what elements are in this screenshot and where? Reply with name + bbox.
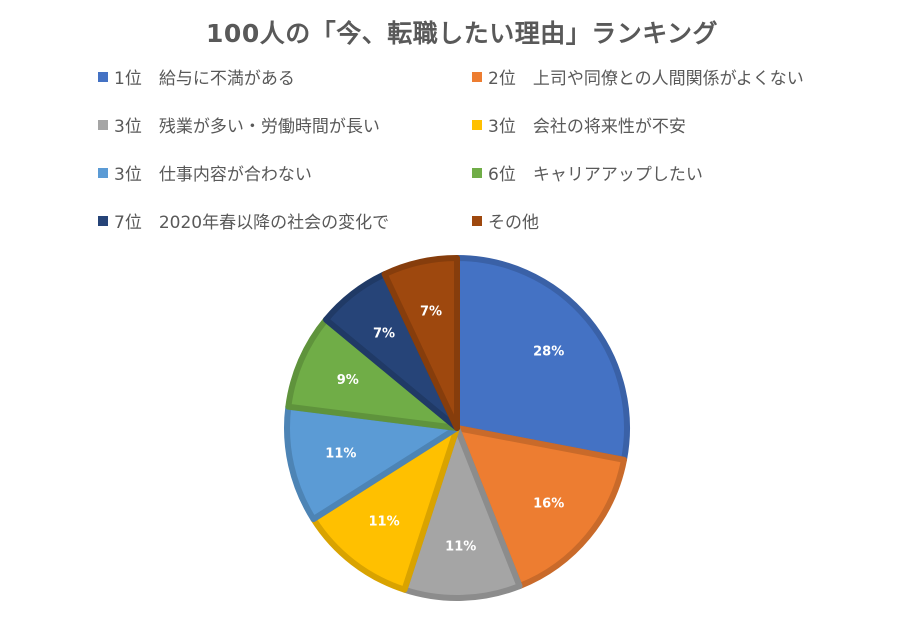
legend-label: 7位 2020年春以降の社会の変化で xyxy=(114,213,390,233)
legend-label: 3位 仕事内容が合わない xyxy=(114,165,312,185)
legend-item: 1位 給与に不満がある xyxy=(98,64,295,89)
legend-label: 6位 キャリアアップしたい xyxy=(488,165,703,185)
legend-item: 3位 残業が多い・労働時間が長い xyxy=(98,112,380,137)
legend-item: その他 xyxy=(472,208,539,233)
pie-data-label: 11% xyxy=(445,539,476,554)
legend-swatch xyxy=(472,167,482,178)
legend-label: その他 xyxy=(488,213,539,233)
legend-swatch xyxy=(472,215,482,226)
legend-item: 2位 上司や同僚との人間関係がよくない xyxy=(472,64,804,89)
pie-data-label: 16% xyxy=(533,496,564,511)
legend-label: 1位 給与に不満がある xyxy=(114,69,295,89)
chart-title: 100人の「今、転職したい理由」ランキング xyxy=(206,19,718,48)
pie-data-label: 11% xyxy=(369,515,400,530)
legend-label: 2位 上司や同僚との人間関係がよくない xyxy=(488,69,804,89)
pie-slice xyxy=(454,425,627,590)
pie-data-label: 7% xyxy=(420,304,442,319)
legend-item: 3位 仕事内容が合わない xyxy=(98,160,312,185)
legend-swatch xyxy=(472,71,482,82)
pie-slice xyxy=(284,403,460,523)
pie-data-label: 28% xyxy=(533,345,564,360)
legend-swatch xyxy=(98,167,108,178)
pie-data-labels: 28% 16% 11% 11% 11% 9% 7% 7% xyxy=(325,304,564,554)
pie-data-label: 7% xyxy=(373,326,395,341)
pie-slice xyxy=(310,425,460,593)
legend-item: 3位 会社の将来性が不安 xyxy=(472,112,686,137)
legend-item: 6位 キャリアアップしたい xyxy=(472,160,703,185)
pie-slice xyxy=(381,255,460,431)
legend-swatch xyxy=(98,119,108,130)
pie-slices xyxy=(284,255,630,601)
legend-label: 3位 残業が多い・労働時間が長い xyxy=(114,117,380,137)
legend-swatch xyxy=(98,215,108,226)
legend-swatch xyxy=(472,119,482,130)
pie-data-label: 11% xyxy=(325,446,356,461)
legend-item: 7位 2020年春以降の社会の変化で xyxy=(98,208,389,233)
pie-slice xyxy=(454,255,630,463)
pie-data-label: 9% xyxy=(337,373,359,388)
legend-label: 3位 会社の将来性が不安 xyxy=(488,117,686,137)
pie-slice xyxy=(401,425,523,601)
legend-swatch xyxy=(98,71,108,82)
